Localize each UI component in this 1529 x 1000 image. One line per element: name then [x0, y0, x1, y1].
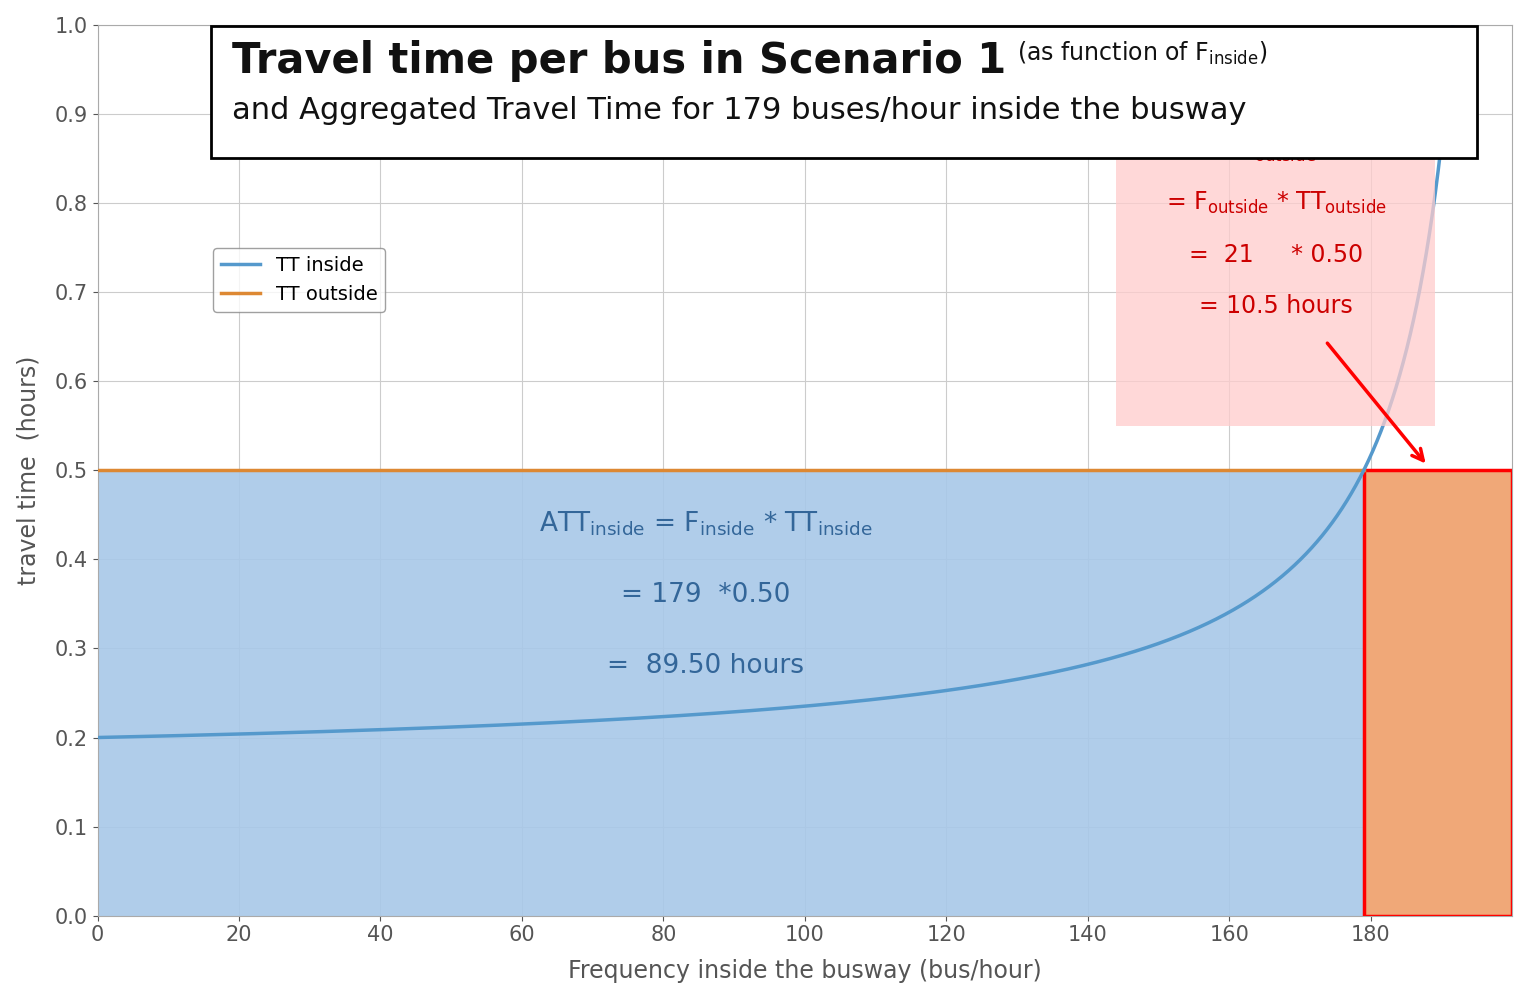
Text: = F$_{\rm outside}$ * TT$_{\rm outside}$: = F$_{\rm outside}$ * TT$_{\rm outside}$	[1165, 190, 1387, 216]
Text: ATT$_{\rm outside}$ =: ATT$_{\rm outside}$ =	[1209, 138, 1342, 164]
FancyBboxPatch shape	[211, 26, 1477, 158]
Text: Travel time per bus in Scenario 1: Travel time per bus in Scenario 1	[232, 40, 1006, 82]
Legend: TT inside, TT outside: TT inside, TT outside	[214, 248, 385, 312]
Text: = 10.5 hours: = 10.5 hours	[1199, 294, 1353, 318]
Text: (as function of F$_{\rm inside}$): (as function of F$_{\rm inside}$)	[1017, 40, 1268, 67]
Text: and Aggregated Travel Time for 179 buses/hour inside the busway: and Aggregated Travel Time for 179 buses…	[232, 96, 1246, 125]
Text: ATT$_{\rm inside}$ = F$_{\rm inside}$ * TT$_{\rm inside}$: ATT$_{\rm inside}$ = F$_{\rm inside}$ * …	[540, 509, 873, 538]
Text: =  89.50 hours: = 89.50 hours	[607, 653, 804, 679]
Y-axis label: travel time  (hours): travel time (hours)	[17, 356, 41, 585]
X-axis label: Frequency inside the busway (bus/hour): Frequency inside the busway (bus/hour)	[569, 959, 1041, 983]
Text: =  21     * 0.50: = 21 * 0.50	[1190, 243, 1364, 267]
FancyBboxPatch shape	[1116, 127, 1434, 426]
Bar	[98, 470, 1364, 916]
Bar	[1364, 470, 1512, 916]
Text: = 179  *0.50: = 179 *0.50	[621, 582, 790, 608]
